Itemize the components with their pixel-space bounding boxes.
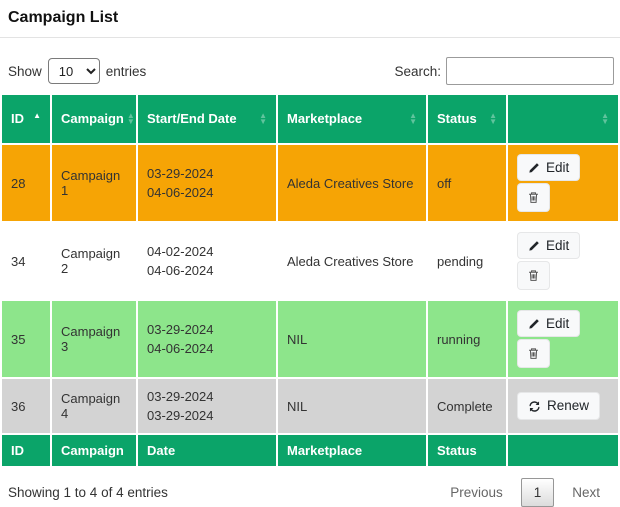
- header-status[interactable]: Status ▲ ▼: [428, 95, 506, 143]
- start-date: 04-02-2024: [147, 244, 214, 259]
- table-row: 28 Campaign 1 03-29-2024 04-06-2024 Aled…: [2, 145, 618, 221]
- cell-campaign: Campaign 3: [61, 324, 121, 354]
- previous-page-button[interactable]: Previous: [450, 485, 503, 500]
- start-date: 03-29-2024: [147, 322, 214, 337]
- header-actions[interactable]: ▲ ▼: [508, 95, 618, 143]
- header-id[interactable]: ID ▲▼: [2, 95, 50, 143]
- edit-button[interactable]: Edit: [517, 309, 581, 338]
- start-date: 03-29-2024: [147, 389, 214, 404]
- footer-id: ID: [2, 435, 50, 466]
- search-label: Search:: [394, 63, 441, 79]
- cell-marketplace: NIL: [287, 398, 308, 414]
- table-controls: Show 10 entries Search:: [8, 57, 614, 85]
- renew-button[interactable]: Renew: [517, 392, 601, 420]
- cell-marketplace: NIL: [287, 331, 308, 347]
- table-header-row: ID ▲▼ Campaign ▲▼ Start/End Date ▲▼: [2, 95, 618, 143]
- trash-icon: [527, 191, 540, 204]
- end-date: 04-06-2024: [147, 263, 214, 278]
- table-bottom-bar: Showing 1 to 4 of 4 entries Previous 1 N…: [8, 478, 610, 507]
- cell-id: 34: [11, 253, 26, 269]
- page-number-button[interactable]: 1: [520, 478, 555, 507]
- start-date: 03-29-2024: [147, 166, 214, 181]
- header-start-end-date[interactable]: Start/End Date ▲ ▼: [138, 95, 276, 143]
- sort-both-icon: ▲ ▼: [601, 111, 609, 126]
- footer-date: Date: [138, 435, 276, 466]
- entries-info: Showing 1 to 4 of 4 entries: [8, 485, 168, 500]
- cell-dates: 03-29-2024 04-06-2024: [138, 145, 276, 221]
- page-length-select[interactable]: 10: [47, 58, 100, 84]
- pagination: Previous 1 Next: [440, 478, 610, 507]
- sort-both-icon: ▲ ▼: [409, 111, 417, 126]
- delete-button[interactable]: [517, 261, 550, 291]
- footer-actions: [508, 435, 618, 466]
- end-date: 03-29-2024: [147, 408, 214, 423]
- show-label: Show: [8, 63, 42, 79]
- entries-label: entries: [105, 63, 147, 79]
- header-marketplace[interactable]: Marketplace ▲ ▼: [278, 95, 426, 143]
- pencil-icon: [528, 162, 540, 174]
- cell-marketplace: Aleda Creatives Store: [287, 175, 414, 191]
- cell-id: 28: [11, 175, 26, 191]
- edit-button[interactable]: Edit: [517, 153, 581, 182]
- search-control: Search:: [394, 57, 614, 85]
- delete-button[interactable]: [517, 339, 550, 369]
- end-date: 04-06-2024: [147, 341, 214, 356]
- cell-campaign: Campaign 4: [61, 391, 121, 421]
- sort-both-icon: ▲ ▼: [489, 111, 497, 126]
- cell-id: 36: [11, 398, 26, 414]
- delete-button[interactable]: [517, 183, 550, 213]
- cell-actions: Edit: [508, 145, 618, 221]
- cell-id: 35: [11, 331, 26, 347]
- footer-campaign: Campaign: [52, 435, 136, 466]
- footer-marketplace: Marketplace: [278, 435, 426, 466]
- cell-status: pending: [437, 253, 484, 269]
- sort-both-icon: ▲ ▼: [259, 111, 267, 126]
- cell-status: Complete: [437, 398, 493, 414]
- table-row: 35 Campaign 3 03-29-2024 04-06-2024 NIL …: [2, 301, 618, 377]
- edit-button[interactable]: Edit: [517, 231, 581, 260]
- pencil-icon: [528, 318, 540, 330]
- cell-actions: Renew: [508, 379, 618, 433]
- trash-icon: [527, 347, 540, 360]
- cell-campaign: Campaign 2: [61, 246, 121, 276]
- header-campaign[interactable]: Campaign ▲ ▼: [52, 95, 136, 143]
- sort-both-icon: ▲ ▼: [126, 111, 135, 126]
- sort-asc-icon: ▲▼: [33, 111, 41, 120]
- footer-status: Status: [428, 435, 506, 466]
- trash-icon: [527, 269, 540, 282]
- page-title: Campaign List: [0, 0, 620, 38]
- cell-dates: 04-02-2024 04-06-2024: [138, 223, 276, 299]
- table-footer-row: ID Campaign Date Marketplace Status: [2, 435, 618, 466]
- end-date: 04-06-2024: [147, 185, 214, 200]
- search-input[interactable]: [446, 57, 614, 85]
- cell-actions: Edit: [508, 223, 618, 299]
- table-row: 34 Campaign 2 04-02-2024 04-06-2024 Aled…: [2, 223, 618, 299]
- refresh-icon: [528, 400, 541, 413]
- cell-status: off: [437, 175, 452, 191]
- cell-status: running: [437, 331, 481, 347]
- cell-marketplace: Aleda Creatives Store: [287, 253, 414, 269]
- cell-dates: 03-29-2024 04-06-2024: [138, 301, 276, 377]
- cell-dates: 03-29-2024 03-29-2024: [138, 379, 276, 433]
- pencil-icon: [528, 240, 540, 252]
- campaign-table: ID ▲▼ Campaign ▲▼ Start/End Date ▲▼: [0, 93, 620, 468]
- page-length-control: Show 10 entries: [8, 58, 146, 84]
- cell-campaign: Campaign 1: [61, 168, 121, 198]
- table-row: 36 Campaign 4 03-29-2024 03-29-2024 NIL …: [2, 379, 618, 433]
- next-page-button[interactable]: Next: [572, 485, 600, 500]
- cell-actions: Edit: [508, 301, 618, 377]
